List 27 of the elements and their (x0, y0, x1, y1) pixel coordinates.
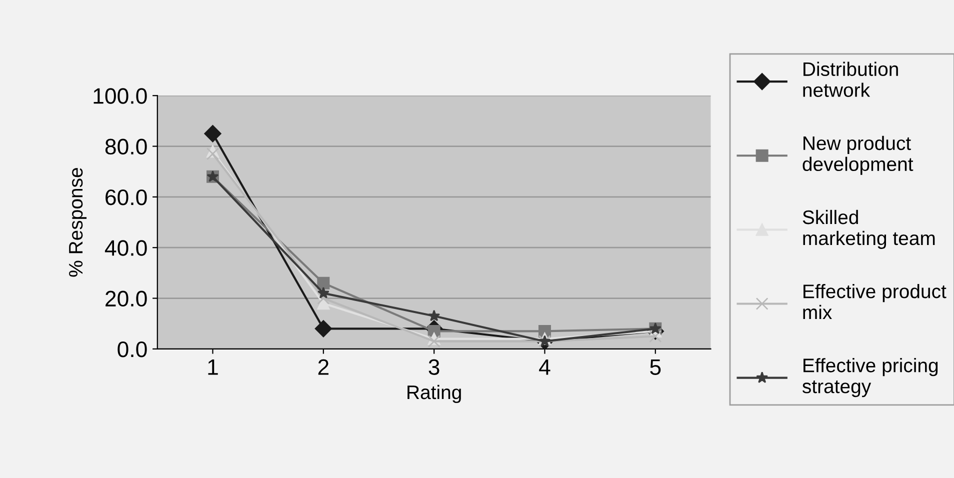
x-tick-label: 5 (650, 359, 661, 375)
point (204, 125, 222, 142)
legend-label: New product development (802, 136, 914, 175)
y-tick-label: 100.0 (94, 88, 147, 104)
legend-label: Effective pricing strategy (802, 358, 938, 398)
point (314, 320, 332, 338)
x-tick-label: 3 (428, 359, 440, 375)
legend-label: Effective product mix (803, 284, 946, 320)
y-tick-label: 0.0 (118, 341, 147, 358)
y-tick-label: 20.0 (106, 290, 147, 307)
x-tick-label: 4 (539, 359, 550, 375)
point (206, 148, 219, 160)
point (317, 292, 330, 305)
y-tick-label: 60.0 (106, 189, 147, 206)
point (428, 310, 440, 322)
x-tick-label: 1 (208, 359, 218, 375)
point (317, 286, 330, 298)
y-tick-label: 40.0 (104, 240, 147, 256)
legend-label: Skilled marketing team (802, 210, 935, 249)
point (317, 276, 330, 290)
x-axis-title: Rating (408, 384, 461, 404)
y-axis-title: % Response (69, 168, 87, 277)
y-tick-label: 80.0 (105, 138, 147, 155)
point (428, 335, 440, 348)
x-tick-label: 2 (318, 359, 328, 375)
legend-label: Distribution network (803, 62, 898, 97)
point (317, 297, 330, 310)
